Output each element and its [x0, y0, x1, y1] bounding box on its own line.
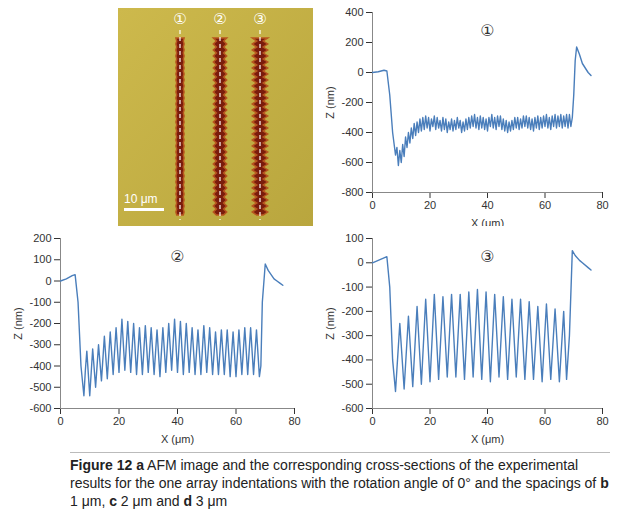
svg-text:X (μm): X (μm) — [471, 433, 504, 445]
svg-text:0: 0 — [57, 415, 63, 427]
svg-text:-200: -200 — [29, 317, 51, 329]
svg-text:Z (nm): Z (nm) — [324, 307, 336, 339]
html-text:1 μm, c 2 μm and d 3 μm: 1 μm, c 2 μm and d 3 μm — [70, 493, 228, 509]
svg-text:60: 60 — [539, 199, 551, 211]
svg-text:③: ③ — [480, 247, 494, 266]
svg-text:②: ② — [170, 247, 184, 266]
svg-text:20: 20 — [424, 415, 436, 427]
svg-text:0: 0 — [45, 275, 51, 287]
svg-text:Z (nm): Z (nm) — [324, 86, 336, 118]
svg-text:-300: -300 — [29, 338, 51, 350]
svg-text:100: 100 — [345, 232, 363, 244]
svg-text:40: 40 — [481, 415, 493, 427]
svg-text:80: 80 — [288, 415, 300, 427]
svg-text:200: 200 — [33, 232, 51, 244]
svg-text:-300: -300 — [341, 329, 363, 341]
svg-text:-400: -400 — [341, 353, 363, 365]
svg-text:X (μm): X (μm) — [470, 216, 505, 229]
svg-text:-100: -100 — [29, 296, 51, 308]
svg-text:-100: -100 — [341, 281, 363, 293]
svg-text:40: 40 — [171, 415, 183, 427]
svg-text:0: 0 — [369, 199, 375, 211]
svg-text:-800: -800 — [341, 186, 363, 198]
svg-text:-600: -600 — [29, 402, 51, 414]
svg-text:Z (nm): Z (nm) — [12, 307, 24, 339]
svg-text:0: 0 — [369, 415, 375, 427]
svg-text:0: 0 — [357, 66, 363, 78]
svg-text:0: 0 — [357, 256, 363, 268]
svg-text:40: 40 — [481, 199, 493, 211]
svg-text:-600: -600 — [341, 402, 363, 414]
svg-text:10 μm: 10 μm — [124, 192, 158, 206]
svg-text:-400: -400 — [29, 360, 51, 372]
svg-text:②: ② — [213, 10, 226, 28]
svg-text:60: 60 — [539, 415, 551, 427]
svg-text:80: 80 — [596, 415, 608, 427]
svg-text:-200: -200 — [341, 96, 363, 108]
svg-text:400: 400 — [345, 6, 363, 18]
svg-text:-200: -200 — [341, 305, 363, 317]
svg-text:-500: -500 — [29, 381, 51, 393]
svg-text:80: 80 — [596, 199, 608, 211]
svg-text:①: ① — [480, 21, 494, 40]
svg-text:60: 60 — [230, 415, 242, 427]
svg-text:-400: -400 — [341, 126, 363, 138]
svg-text:200: 200 — [345, 36, 363, 48]
svg-text:-600: -600 — [341, 156, 363, 168]
svg-text:X (μm): X (μm) — [161, 433, 194, 445]
svg-text:③: ③ — [253, 10, 266, 28]
svg-text:①: ① — [173, 10, 186, 28]
svg-text:20: 20 — [424, 199, 436, 211]
svg-text:-500: -500 — [341, 378, 363, 390]
svg-text:100: 100 — [33, 253, 51, 265]
svg-text:20: 20 — [113, 415, 125, 427]
html-text:Figure 12 a AFM image and the: Figure 12 a AFM image and the correspond… — [70, 457, 609, 491]
